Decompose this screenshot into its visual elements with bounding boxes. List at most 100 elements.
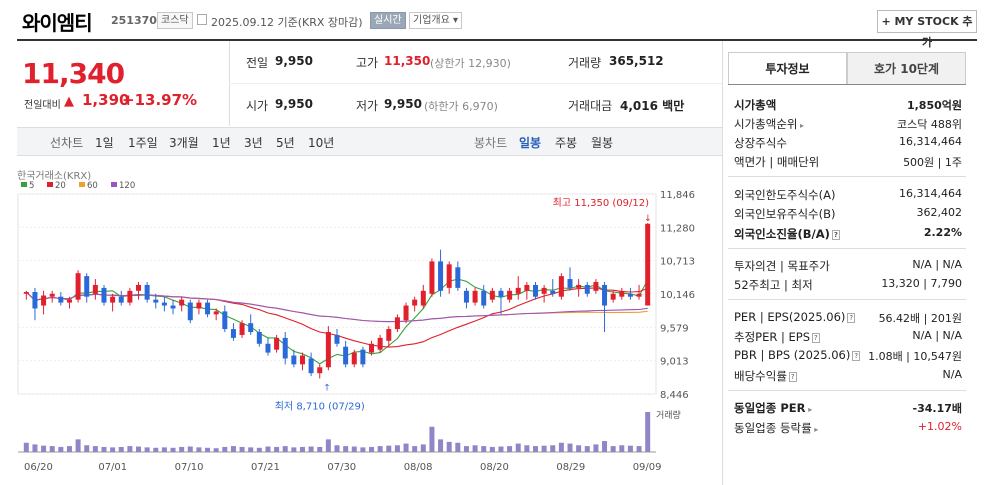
volume-bar: [187, 446, 193, 452]
candle-body: [455, 267, 461, 288]
volume-bar: [265, 446, 271, 452]
candle-body: [610, 293, 616, 300]
volume-value: 365,512: [609, 54, 664, 68]
candle-body: [299, 355, 305, 365]
candle-daily[interactable]: 일봉: [519, 136, 542, 150]
candle-body: [49, 293, 55, 297]
volume-bar: [222, 446, 228, 452]
lower-limit: (하한가 6,970): [424, 100, 498, 113]
volume-bar: [498, 446, 504, 452]
candle-body: [386, 329, 392, 341]
period-1y[interactable]: 1년: [212, 136, 231, 150]
amount-label: 거래대금: [568, 99, 613, 113]
market-cap-rank-label: 시가총액순위 ▸: [734, 116, 804, 132]
foreign-limit-label: 외국인한도주식수(A): [734, 188, 836, 202]
volume-bar: [49, 446, 55, 452]
info-icon[interactable]: ?: [831, 230, 840, 240]
high-arrow-icon: ↓: [644, 214, 652, 224]
info-icon[interactable]: ?: [847, 313, 856, 323]
tab-investment-info[interactable]: 투자정보: [728, 52, 847, 85]
volume-bar: [576, 445, 582, 452]
industry-rate-label: 동일업종 등락률 ▸: [734, 420, 818, 436]
high-label: 고가: [356, 56, 379, 70]
volume-bar: [360, 447, 366, 452]
period-1d[interactable]: 1일: [95, 136, 114, 150]
candle-body: [41, 295, 47, 306]
industry-per-value: -34.17배: [912, 402, 962, 415]
volume-bar: [515, 443, 521, 452]
period-1w[interactable]: 1주일: [128, 136, 158, 150]
divider: [229, 83, 722, 84]
candle-body: [248, 323, 254, 332]
volume-bar: [92, 446, 98, 452]
industry-per-text: 동일업종 PER: [734, 401, 806, 415]
x-tick-label: 07/01: [98, 462, 127, 473]
volume-bar: [299, 446, 305, 452]
volume-bar: [507, 446, 513, 452]
candle-body: [567, 279, 573, 288]
volume-bar: [274, 446, 280, 452]
volume-bar: [282, 446, 288, 452]
per-text: PER | EPS(2025.06): [734, 310, 846, 324]
period-5y[interactable]: 5년: [276, 136, 295, 150]
open-label: 시가: [246, 99, 269, 113]
candle-body: [351, 352, 357, 365]
candle-body: [23, 292, 29, 294]
info-icon[interactable]: ?: [852, 351, 861, 361]
y-tick-label: 10,146: [660, 290, 695, 301]
high-annotation: 최고 11,350 (09/12): [553, 197, 649, 209]
period-3m[interactable]: 3개월: [169, 136, 199, 150]
period-10y[interactable]: 10년: [308, 136, 335, 150]
volume-bar: [558, 442, 564, 452]
candle-body: [58, 296, 64, 303]
y-tick-label: 11,280: [660, 223, 695, 234]
volume-bar: [429, 426, 435, 452]
low-value: 9,950: [384, 97, 422, 111]
candle-body: [118, 296, 124, 303]
est-per-text: 추정PER | EPS: [734, 330, 811, 344]
candle-body: [230, 329, 236, 338]
volume-bar: [524, 445, 530, 452]
candle-body: [239, 323, 245, 335]
line-chart-label: 선차트: [50, 136, 84, 150]
price-chart[interactable]: 한국거래소(KRX)5 20 60 120 11,846 11,280 10,713 10,1…: [17, 160, 722, 480]
volume-bar: [627, 445, 633, 452]
volume-bar: [58, 446, 64, 452]
chevron-right-icon: ▸: [805, 405, 813, 414]
listed-shares-value: 16,314,464: [899, 135, 962, 148]
company-info-dropdown[interactable]: 기업개요 ▾: [409, 12, 462, 29]
tab-order-book[interactable]: 호가 10단계: [847, 52, 966, 85]
low-label: 저가: [356, 99, 379, 113]
amount-value: 4,016 백만: [620, 97, 684, 114]
volume-bar: [455, 442, 461, 452]
info-icon[interactable]: ?: [788, 372, 797, 382]
realtime-button[interactable]: 실시간: [370, 12, 406, 29]
period-3y[interactable]: 3년: [244, 136, 263, 150]
open-value: 9,950: [275, 97, 313, 111]
candle-body: [136, 284, 142, 291]
opinion-value: N/A | N/A: [912, 258, 962, 271]
candle-weekly[interactable]: 주봉: [555, 136, 578, 150]
volume-bar: [136, 446, 142, 452]
add-my-stock-button[interactable]: + MY STOCK 추가: [877, 10, 977, 49]
volume-bar: [41, 445, 47, 452]
dividend-text: 배당수익률: [734, 369, 787, 383]
info-icon[interactable]: ?: [812, 333, 820, 343]
volume-bar: [446, 441, 452, 452]
candle-body: [274, 337, 280, 350]
candle-body: [179, 299, 185, 306]
candle-body: [127, 290, 133, 303]
candle-body: [222, 311, 228, 330]
candle-body: [205, 302, 211, 315]
est-per-value: N/A | N/A: [912, 329, 962, 342]
stock-code: 251370: [111, 14, 157, 27]
candle-body: [75, 273, 81, 300]
y-tick-label: 10,713: [660, 257, 695, 268]
candle-monthly[interactable]: 월봉: [591, 136, 614, 150]
x-tick-label: 08/08: [404, 462, 433, 473]
candle-body: [507, 290, 513, 300]
ma-legend-swatch: [111, 182, 117, 187]
pbr-bps-label: PBR | BPS (2025.06)?: [734, 348, 861, 362]
amount-number: 4,016: [620, 99, 658, 113]
low-arrow-icon: ↑: [323, 383, 331, 393]
